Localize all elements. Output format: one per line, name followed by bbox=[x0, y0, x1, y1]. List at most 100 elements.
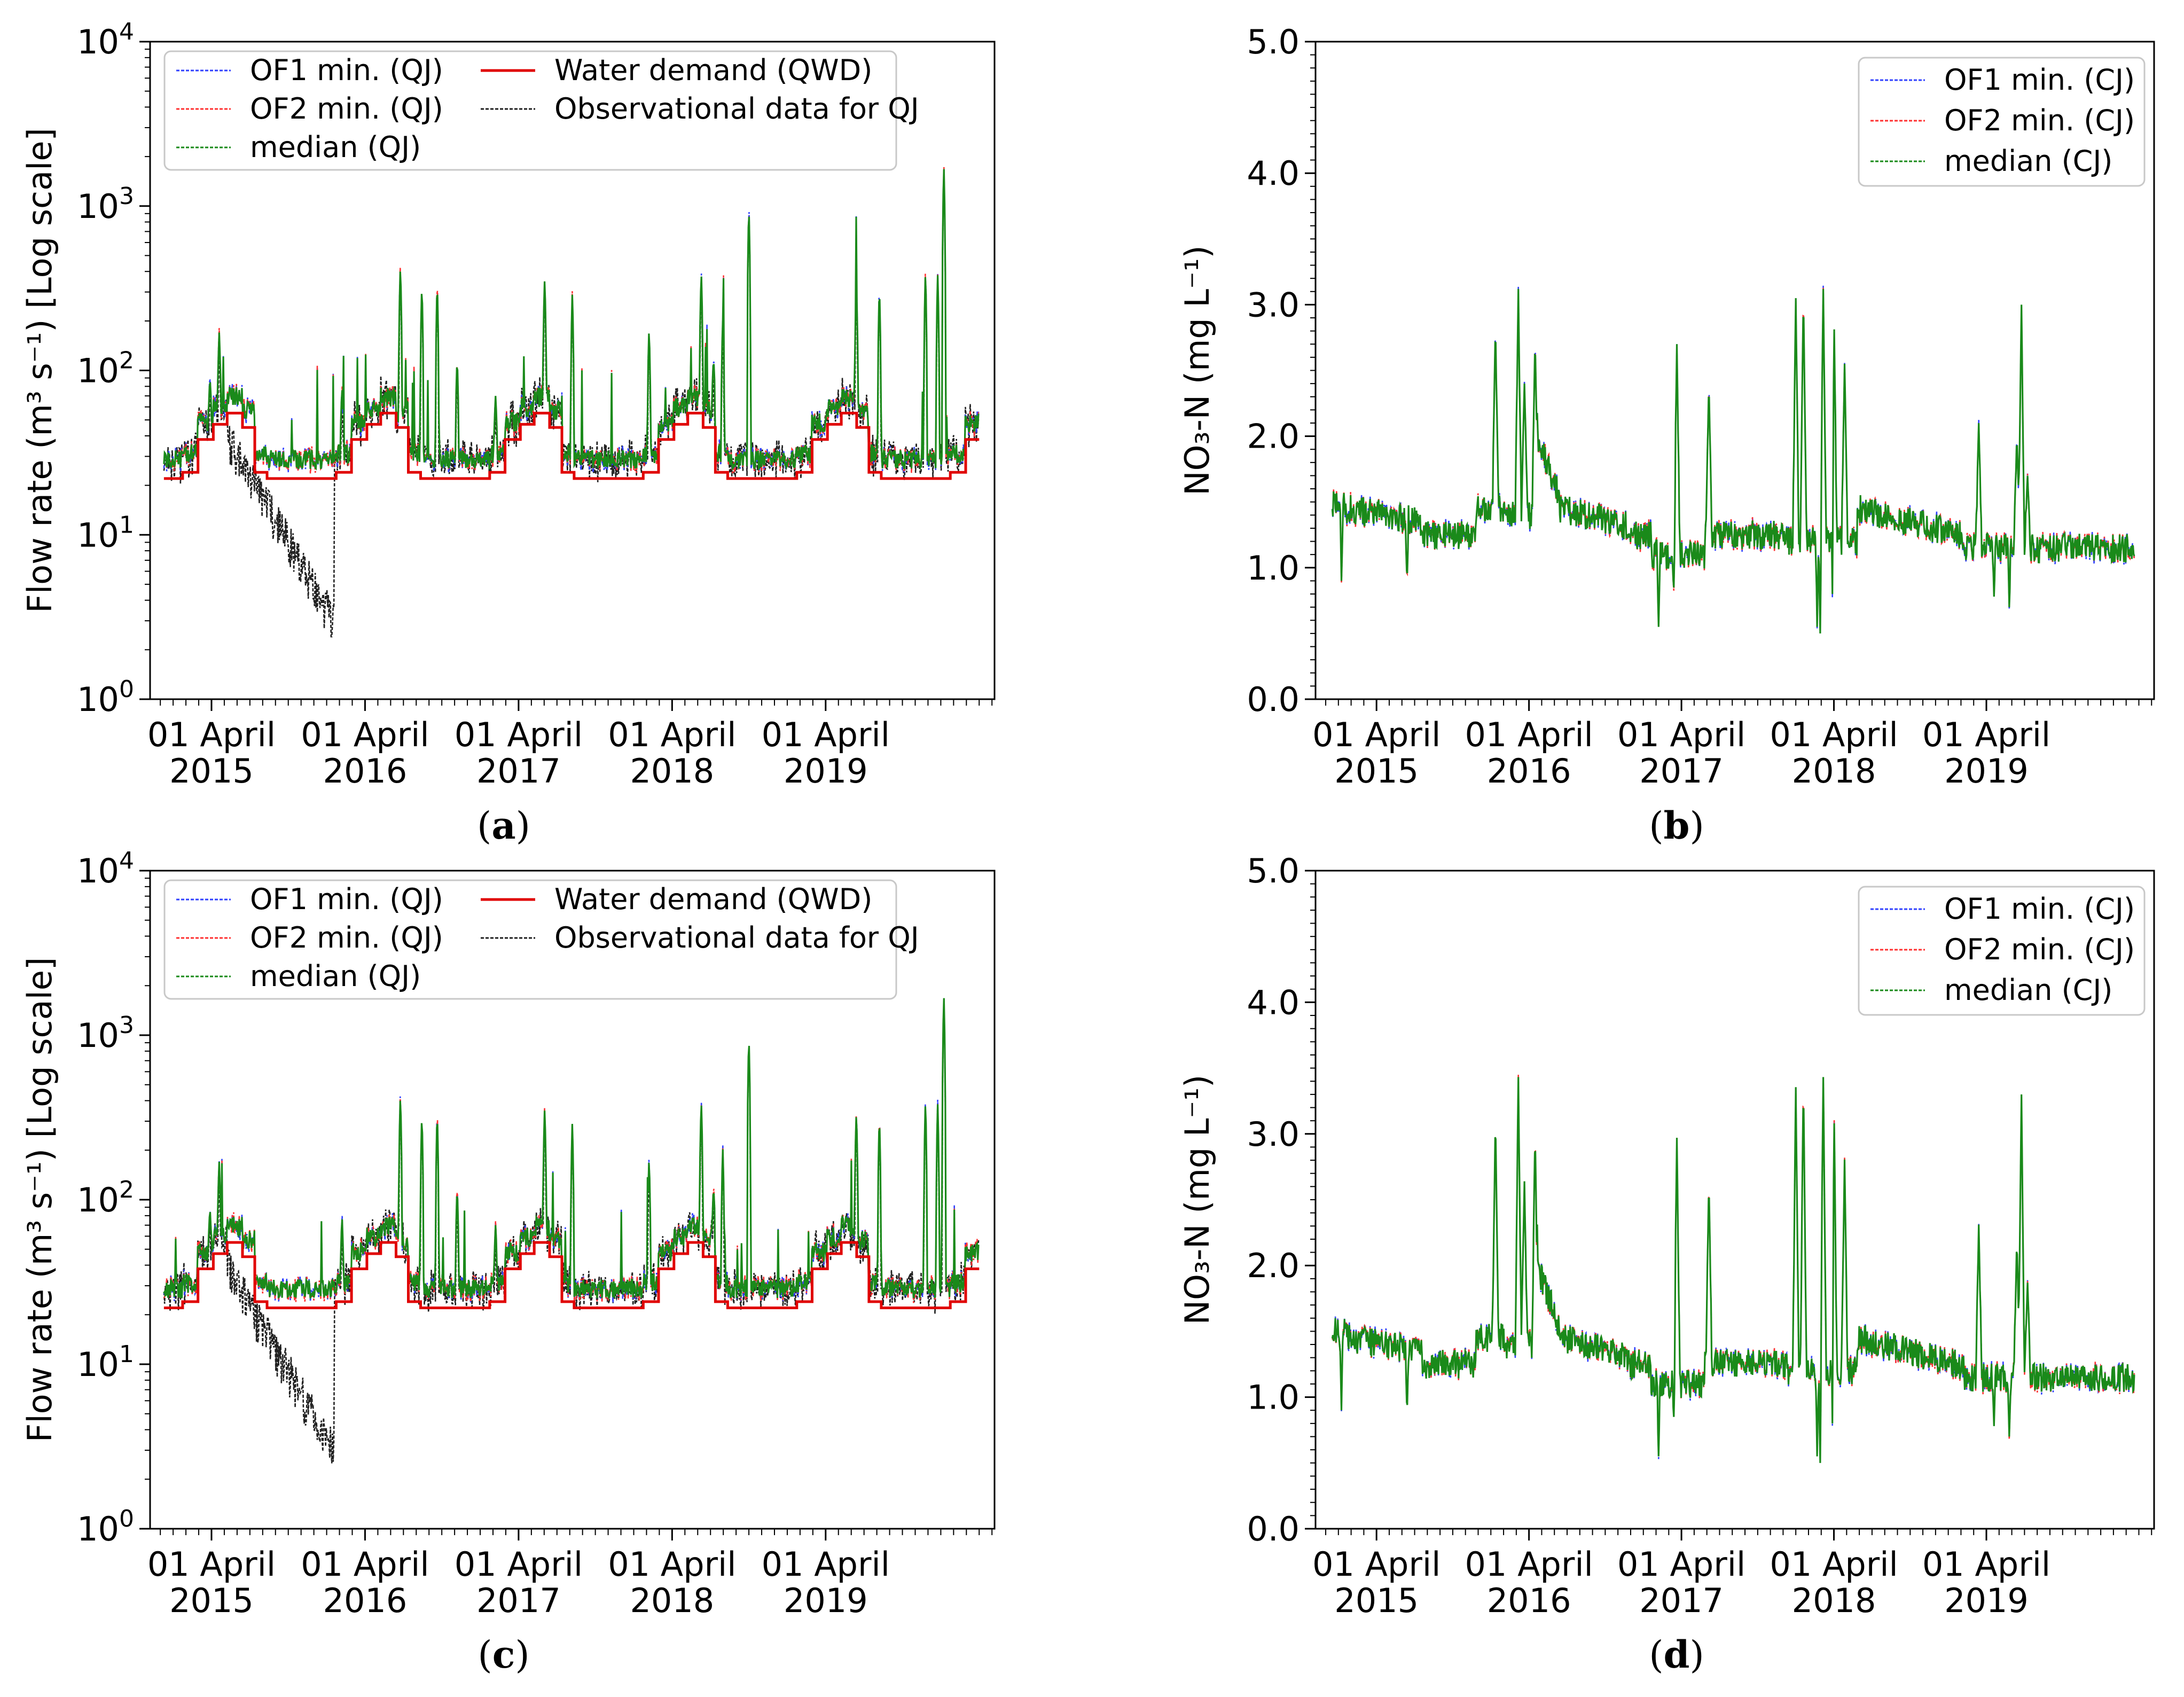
legend: OF1 min. (QJ) OF2 min. (QJ) median (QJ) Wat… bbox=[163, 50, 919, 171]
x-tick-label: 2016 bbox=[1487, 752, 1571, 791]
y-tick-exp: 0 bbox=[119, 676, 134, 703]
y-tick-label: 1.0 bbox=[1247, 1378, 1300, 1417]
y-tick-label: 4.0 bbox=[1247, 154, 1300, 193]
x-tick-label: 2018 bbox=[630, 1581, 714, 1620]
caption-open: ( bbox=[1649, 1633, 1663, 1677]
y-tick-label: 104 bbox=[77, 847, 134, 890]
y-tick-label: 2.0 bbox=[1247, 1246, 1300, 1285]
legend-label: median (QJ) bbox=[250, 959, 421, 993]
y-tick-base: 10 bbox=[77, 515, 119, 554]
legend-label: OF2 min. (QJ) bbox=[250, 92, 443, 126]
legend-label: OF2 min. (QJ) bbox=[250, 921, 443, 955]
legend-box bbox=[163, 50, 897, 171]
x-tick-label: 01 April bbox=[1312, 1545, 1441, 1584]
legend-label: OF1 min. (CJ) bbox=[1944, 63, 2135, 97]
y-tick-label: 102 bbox=[77, 1176, 134, 1219]
y-axis-label: NO₃-N (mg L⁻¹) bbox=[1178, 245, 1217, 495]
x-tick-label: 01 April bbox=[147, 1545, 276, 1584]
y-axis-label: Flow rate (m³ s⁻¹) [Log scale] bbox=[20, 957, 59, 1442]
y-tick-label: 101 bbox=[77, 511, 134, 554]
y-axis-label: Flow rate (m³ s⁻¹) [Log scale] bbox=[20, 128, 59, 613]
series-median-line bbox=[1331, 288, 2135, 634]
y-tick-label: 3.0 bbox=[1247, 1115, 1300, 1154]
series-median-line bbox=[163, 169, 980, 471]
caption-close: ) bbox=[1689, 1633, 1704, 1677]
x-tick-label: 2018 bbox=[1792, 752, 1876, 791]
x-tick-label: 01 April bbox=[455, 715, 583, 754]
x-tick-label: 2015 bbox=[1334, 752, 1419, 791]
caption-close: ) bbox=[515, 1633, 529, 1677]
y-tick-label: 100 bbox=[77, 1505, 134, 1549]
series-of1-line bbox=[1332, 285, 2135, 632]
y-tick-exp: 3 bbox=[119, 1012, 134, 1039]
x-tick-label: 01 April bbox=[762, 1545, 890, 1584]
y-tick-label: 2.0 bbox=[1247, 417, 1300, 456]
y-tick-base: 10 bbox=[77, 851, 119, 890]
x-tick-label: 2018 bbox=[630, 752, 714, 791]
x-tick-label: 01 April bbox=[455, 1545, 583, 1584]
x-tick-label: 2016 bbox=[1487, 1581, 1571, 1620]
panel-caption: (d) bbox=[1649, 1632, 1704, 1677]
legend-box bbox=[163, 879, 897, 1000]
x-tick-label: 2017 bbox=[476, 1581, 561, 1620]
legend-label: Water demand (QWD) bbox=[554, 53, 872, 87]
plot-area bbox=[1331, 285, 2135, 634]
y-tick-label: 102 bbox=[77, 347, 134, 390]
y-tick-label: 5.0 bbox=[1247, 22, 1300, 61]
x-tick-label: 01 April bbox=[1465, 715, 1593, 754]
legend-label: Observational data for QJ bbox=[554, 921, 919, 955]
x-tick-label: 2019 bbox=[784, 752, 868, 791]
panel-caption: (c) bbox=[477, 1632, 529, 1677]
x-tick-label: 01 April bbox=[1922, 1545, 2050, 1584]
legend-label: Water demand (QWD) bbox=[554, 882, 872, 916]
legend-label: OF2 min. (CJ) bbox=[1944, 104, 2135, 137]
y-tick-label: 3.0 bbox=[1247, 285, 1300, 324]
y-tick-label: 0.0 bbox=[1247, 680, 1300, 719]
legend: OF1 min. (CJ) OF2 min. (CJ) median (CJ) bbox=[1858, 886, 2146, 1016]
plot-area bbox=[163, 167, 980, 638]
y-tick-base: 10 bbox=[77, 1510, 119, 1549]
y-tick-label: 101 bbox=[77, 1341, 134, 1384]
x-tick-label: 2015 bbox=[169, 752, 254, 791]
x-tick-label: 01 April bbox=[1465, 1545, 1593, 1584]
series-demand-line bbox=[163, 1241, 980, 1309]
legend: OF1 min. (CJ) OF2 min. (CJ) median (CJ) bbox=[1858, 57, 2146, 187]
x-tick-label: 01 April bbox=[147, 715, 276, 754]
x-tick-label: 2016 bbox=[323, 1581, 408, 1620]
x-tick-label: 2017 bbox=[1639, 752, 1724, 791]
legend-box bbox=[1858, 57, 2146, 187]
y-tick-exp: 3 bbox=[119, 183, 134, 210]
y-tick-exp: 2 bbox=[119, 1176, 134, 1203]
caption-open: ( bbox=[1649, 804, 1663, 848]
x-tick-label: 01 April bbox=[1770, 715, 1898, 754]
plot-area bbox=[1331, 1075, 2135, 1463]
y-tick-base: 10 bbox=[77, 1016, 119, 1055]
caption-letter: a bbox=[491, 803, 515, 848]
y-tick-exp: 1 bbox=[119, 511, 134, 538]
x-tick-label: 01 April bbox=[1922, 715, 2050, 754]
y-tick-label: 103 bbox=[77, 183, 134, 226]
series-of2-line bbox=[1332, 1075, 2135, 1461]
y-tick-exp: 2 bbox=[119, 347, 134, 374]
y-tick-exp: 4 bbox=[119, 18, 134, 45]
series-median-line bbox=[163, 998, 980, 1301]
y-tick-exp: 0 bbox=[119, 1505, 134, 1532]
caption-letter: d bbox=[1664, 1632, 1690, 1677]
y-tick-label: 100 bbox=[77, 676, 134, 719]
y-tick-base: 10 bbox=[77, 1345, 119, 1384]
legend-label: OF1 min. (CJ) bbox=[1944, 892, 2135, 926]
panel-caption: (b) bbox=[1649, 803, 1704, 848]
y-axis-label: NO₃-N (mg L⁻¹) bbox=[1178, 1075, 1217, 1325]
y-tick-base: 10 bbox=[77, 351, 119, 390]
x-tick-label: 01 April bbox=[762, 715, 890, 754]
legend-label: median (QJ) bbox=[250, 130, 421, 164]
y-tick-base: 10 bbox=[77, 22, 119, 61]
x-tick-label: 2019 bbox=[1944, 752, 2029, 791]
series-median-line bbox=[1331, 1077, 2135, 1463]
series-of1-line bbox=[1332, 1079, 2135, 1463]
y-tick-label: 103 bbox=[77, 1012, 134, 1055]
